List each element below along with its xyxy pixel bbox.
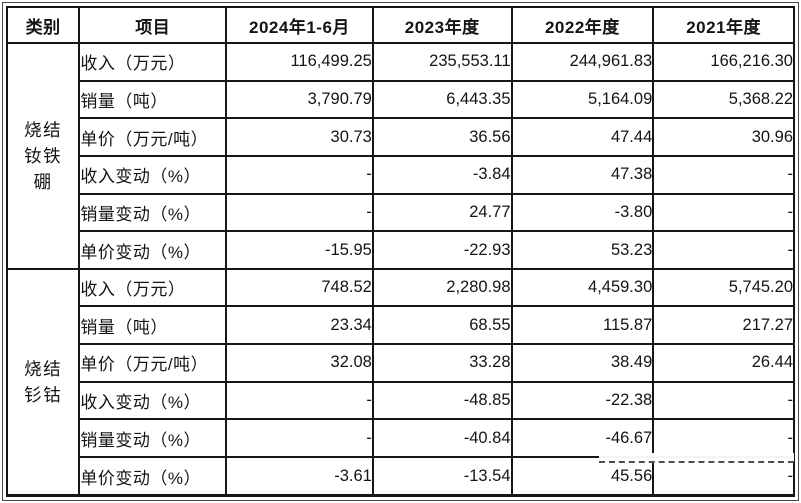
value-cell: 33.28 [371, 343, 513, 383]
value-cell: -3.80 [510, 192, 655, 233]
table-row: 烧结 钐钴 收入（万元） 748.52 2,280.98 4,459.30 5,745.20 [5, 267, 795, 497]
row-item-label: 单价变动（%） [78, 230, 228, 270]
category-line: 硼 [33, 171, 53, 192]
value-cell: 6,443.35 [371, 79, 513, 120]
value-cell: - [225, 154, 374, 195]
value-cell: -13.54 [371, 456, 513, 497]
value-cell: - [652, 192, 795, 233]
row-item-label: 收入（万元） [78, 42, 228, 82]
value-cell: 47.38 [510, 154, 655, 195]
table-row: 销量变动（%） -24.77 -3.80- [7, 192, 795, 233]
row-item-label: 收入（万元） [78, 267, 228, 308]
value-cell: 23.34 [225, 305, 374, 346]
table-body: 烧结 钕铁硼收入（万元） 116,499.25 235,553.11 244,961.8… [5, 42, 795, 497]
value-cell: 38.49 [510, 343, 655, 383]
value-cell: -22.38 [510, 380, 655, 421]
row-item-label: 销量变动（%） [78, 418, 228, 459]
row-item-label: 单价变动（%） [78, 456, 228, 497]
row-item-label: 销量（吨） [78, 305, 228, 346]
financial-data-table: 类别 项目 2024年1-6月 2023年度 2022年度 2021年度 烧结钕… [5, 6, 795, 497]
value-cell: - [225, 418, 374, 459]
table-row: 单价（万元/吨） 32.08 33.28 38.49 26.44 [7, 343, 795, 383]
header-2024h1: 2024年1-6月 [225, 6, 374, 44]
value-cell: 5,164.09 [510, 79, 655, 120]
value-cell: 748.52 [225, 267, 374, 308]
header-item: 项目 [78, 6, 228, 44]
value-cell: 2,280.98 [371, 267, 513, 308]
value-cell: 68.55 [371, 305, 513, 346]
value-cell: 47.44 [510, 117, 655, 157]
value-cell: - [652, 230, 795, 270]
value-cell: -15.95 [225, 230, 374, 270]
row-item-label: 收入变动（%） [78, 380, 228, 421]
value-cell: 235,553.11 [371, 42, 513, 82]
value-cell: 32.08 [225, 343, 374, 383]
table-row: 收入变动（%） - -48.85 -22.38- [7, 380, 795, 421]
value-cell: - [652, 380, 795, 421]
row-item-label: 销量变动（%） [78, 192, 228, 233]
category-cell: 烧结 钕铁硼 [5, 42, 81, 270]
value-cell: 116,499.25 [225, 42, 374, 82]
value-cell: -40.84 [371, 418, 513, 459]
header-2022: 2022年度 [510, 6, 655, 44]
value-cell: 166,216.30 [652, 42, 795, 82]
value-cell: - [652, 456, 795, 497]
value-cell: 45.56 [510, 456, 655, 497]
value-cell: 36.56 [371, 117, 513, 157]
table-row: 单价变动（%） -3.61 -13.54 45.56- [7, 456, 795, 497]
table-row: 单价变动（%） -15.95 -22.93 53.23- [7, 230, 795, 270]
value-cell: 30.73 [225, 117, 374, 157]
value-cell: 244,961.83 [510, 42, 655, 82]
value-cell: 217.27 [652, 305, 795, 346]
value-cell: 53.23 [510, 230, 655, 270]
row-item-label: 销量（吨） [78, 79, 228, 120]
row-item-label: 单价（万元/吨） [78, 343, 228, 383]
value-cell: -3.84 [371, 154, 513, 195]
header-category: 类别 [5, 6, 81, 44]
category-line: 烧结 [24, 119, 63, 140]
value-cell: - [225, 192, 374, 233]
value-cell: - [652, 418, 795, 459]
header-2021: 2021年度 [652, 6, 795, 44]
value-cell: -48.85 [371, 380, 513, 421]
category-line: 钕铁 [24, 145, 63, 166]
table-row: 销量变动（%） - -40.84 -46.67- [7, 418, 795, 459]
value-cell: 24.77 [371, 192, 513, 233]
table-header-row: 类别 项目 2024年1-6月 2023年度 2022年度 2021年度 [5, 6, 795, 44]
category-line: 烧结 [24, 358, 63, 379]
row-item-label: 收入变动（%） [78, 154, 228, 195]
value-cell: -46.67 [510, 418, 655, 459]
category-line: 钐钴 [24, 384, 63, 405]
value-cell: -3.61 [225, 456, 374, 497]
table-row: 单价（万元/吨） 30.73 36.56 47.44 30.96 [7, 117, 795, 157]
table-row: 烧结 钕铁硼收入（万元） 116,499.25 235,553.11 244,961.8… [5, 42, 795, 270]
value-cell: 115.87 [510, 305, 655, 346]
value-cell: 4,459.30 [510, 267, 655, 308]
value-cell: 26.44 [652, 343, 795, 383]
table-row: 销量（吨） 23.34 68.55 115.87 217.27 [7, 305, 795, 346]
value-cell: 30.96 [652, 117, 795, 157]
category-cell: 烧结 钐钴 [5, 267, 81, 497]
value-cell: -22.93 [371, 230, 513, 270]
value-cell: 5,368.22 [652, 79, 795, 120]
value-cell: - [225, 380, 374, 421]
row-item-label: 单价（万元/吨） [78, 117, 228, 157]
value-cell: 3,790.79 [225, 79, 374, 120]
value-cell: - [652, 154, 795, 195]
table-row: 销量（吨） 3,790.79 6,443.35 5,164.09 5,368.22 [7, 79, 795, 120]
value-cell: 5,745.20 [652, 267, 795, 308]
header-2023: 2023年度 [371, 6, 513, 44]
table-row: 收入变动（%） - -3.84 47.38- [7, 154, 795, 195]
